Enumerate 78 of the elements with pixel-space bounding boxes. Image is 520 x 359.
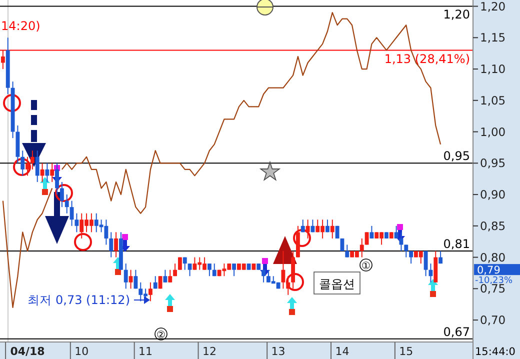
candlestick — [64, 194, 69, 214]
y-tick-label: 1,00 — [480, 124, 506, 139]
x-tick-label: 10 — [74, 345, 89, 358]
candlestick — [50, 162, 54, 182]
candlestick — [158, 276, 162, 290]
candlestick — [109, 232, 114, 258]
candlestick — [70, 200, 74, 226]
candlestick — [173, 263, 178, 277]
candlestick — [330, 219, 334, 239]
candlestick — [428, 263, 433, 283]
annotation: 14:20) — [1, 19, 40, 33]
candlestick — [0, 50, 5, 70]
y-tick-label: 1,10 — [480, 62, 506, 76]
candlestick — [30, 150, 34, 170]
candlestick — [124, 263, 128, 290]
candlestick — [232, 263, 236, 277]
candlestick — [148, 282, 152, 302]
y-tick-label: 0,85 — [480, 218, 506, 233]
candlestick — [178, 256, 182, 270]
candlestick — [45, 162, 50, 182]
y-tick-label: 1,05 — [480, 93, 506, 108]
ref-line-label: 0,67 — [443, 324, 470, 339]
annotation: ① — [362, 261, 371, 272]
x-tick-label: 11 — [138, 345, 153, 358]
x-tick-label: 15 — [399, 345, 414, 358]
x-tick-label: 14 — [335, 345, 350, 358]
y-tick-label: 1,15 — [480, 30, 506, 45]
candlestick — [182, 256, 187, 270]
y-tick-label: 0,95 — [480, 156, 506, 170]
candlestick — [20, 150, 25, 176]
candlestick — [35, 150, 40, 182]
candlestick — [207, 263, 212, 277]
candlestick — [212, 263, 216, 277]
candlestick — [360, 238, 364, 258]
candlestick — [325, 219, 330, 233]
candlestick — [188, 263, 192, 277]
ref-line-label: 1,13 (28,41%) — [384, 52, 470, 66]
candlestick — [128, 269, 133, 290]
y-tick-label: 0,70 — [480, 313, 506, 328]
candlestick — [404, 244, 408, 258]
annotation: 콜옵션 — [319, 277, 355, 291]
candlestick — [286, 276, 290, 296]
candlestick — [306, 219, 310, 239]
candlestick — [74, 212, 79, 233]
y-tick-label: 0,80 — [480, 250, 506, 264]
candlestick — [262, 269, 266, 283]
ref-line-label: 1,20 — [443, 7, 470, 22]
candlestick — [310, 219, 315, 233]
candlestick — [26, 156, 30, 176]
y-tick-label: 1,20 — [480, 0, 506, 14]
x-tick-label: 04/18 — [10, 345, 45, 358]
candlestick — [424, 250, 428, 277]
candlestick — [345, 244, 350, 258]
text: 15:44:0 — [475, 346, 516, 358]
candlestick — [438, 250, 443, 264]
annotation: ② — [156, 330, 166, 341]
candlestick — [60, 181, 64, 208]
candlestick — [399, 232, 404, 252]
candlestick — [281, 250, 286, 290]
candlestick — [394, 225, 398, 239]
candlestick — [370, 225, 374, 239]
candlestick — [40, 162, 44, 182]
candlestick — [153, 276, 158, 290]
ref-line-label: 0,81 — [443, 237, 470, 252]
candlestick — [409, 250, 414, 264]
ref-line-label: 0,95 — [443, 149, 470, 164]
candlestick — [163, 269, 168, 283]
x-tick-label: 13 — [271, 345, 286, 358]
x-tick-label: 12 — [202, 345, 216, 358]
candlestick — [335, 225, 340, 239]
candlestick — [300, 219, 305, 233]
candlestick — [168, 269, 172, 283]
candlestick — [114, 232, 118, 258]
text: 0,79 — [477, 264, 500, 277]
annotation: 최저 0,73 (11:12) — [28, 293, 130, 307]
y-tick-label: 0,90 — [480, 188, 506, 202]
candlestick — [364, 232, 369, 246]
candlestick — [134, 269, 138, 290]
